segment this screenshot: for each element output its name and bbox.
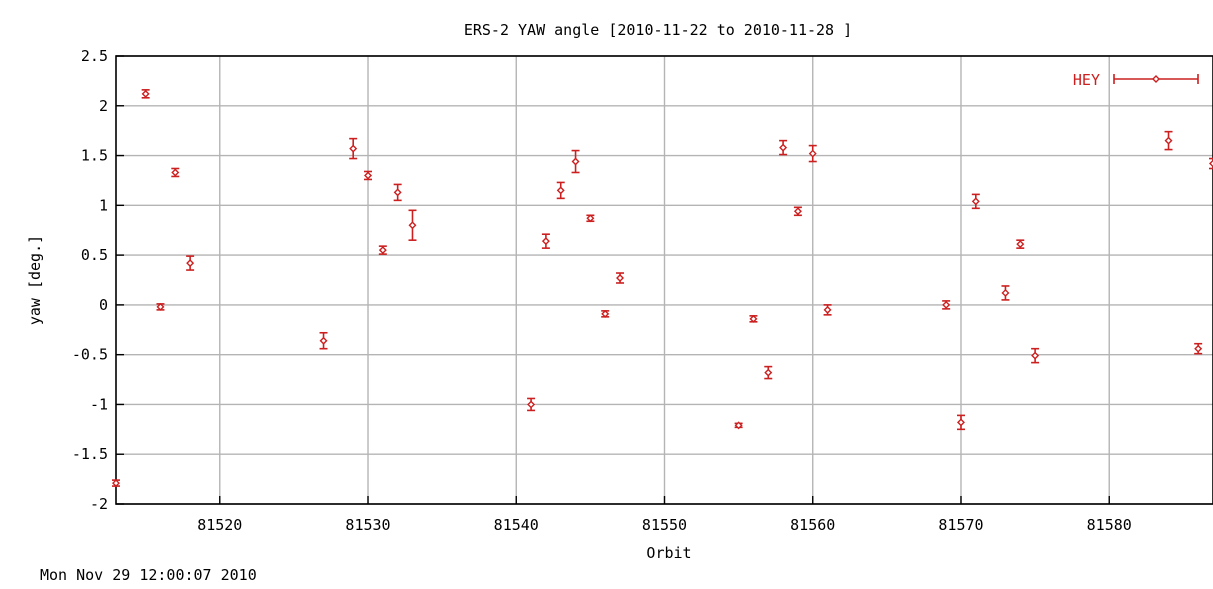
point-marker bbox=[956, 418, 965, 427]
data-point bbox=[734, 421, 743, 430]
point-marker bbox=[378, 246, 387, 255]
data-point bbox=[1031, 347, 1040, 364]
data-point bbox=[764, 365, 773, 380]
data-point bbox=[556, 181, 565, 200]
point-marker bbox=[971, 197, 980, 206]
point-marker bbox=[808, 149, 817, 158]
point-marker bbox=[1001, 288, 1010, 297]
x-tick-label: 81530 bbox=[345, 516, 390, 534]
y-axis-ticks: 2.5 2 1.5 1 0.5 0 -0.5 -1 -1.5 -2 bbox=[72, 47, 124, 513]
point-marker bbox=[171, 168, 180, 177]
data-point bbox=[349, 137, 358, 160]
data-point bbox=[1164, 130, 1173, 151]
point-marker bbox=[586, 214, 595, 223]
data-point bbox=[156, 302, 165, 311]
y-tick-label: -0.5 bbox=[72, 346, 108, 364]
x-tick-label: 81520 bbox=[197, 516, 242, 534]
data-point bbox=[541, 233, 550, 249]
y-tick-label: 2 bbox=[99, 97, 108, 115]
point-marker bbox=[1031, 351, 1040, 360]
data-point bbox=[378, 245, 387, 255]
point-marker bbox=[319, 336, 328, 345]
data-point bbox=[616, 272, 625, 284]
point-marker bbox=[112, 479, 120, 488]
y-tick-label: -1 bbox=[90, 395, 108, 413]
point-marker bbox=[556, 186, 565, 195]
point-marker bbox=[616, 274, 625, 282]
data-point bbox=[186, 255, 195, 271]
x-tick-label: 81550 bbox=[642, 516, 687, 534]
data-point bbox=[527, 397, 536, 412]
data-point bbox=[942, 300, 951, 310]
data-point bbox=[171, 167, 180, 178]
data-point bbox=[749, 314, 758, 323]
y-tick-label: -1.5 bbox=[72, 445, 108, 463]
point-marker bbox=[349, 144, 358, 153]
legend: HEY bbox=[1073, 71, 1199, 89]
point-marker bbox=[186, 259, 195, 268]
data-point bbox=[823, 304, 832, 316]
data-point bbox=[601, 309, 610, 318]
data-point bbox=[364, 170, 373, 181]
data-point bbox=[141, 89, 150, 99]
data-point bbox=[808, 144, 817, 163]
data-point bbox=[793, 206, 802, 217]
point-marker bbox=[942, 300, 951, 309]
data-point bbox=[779, 139, 788, 156]
point-marker bbox=[408, 221, 417, 230]
data-point bbox=[586, 214, 595, 223]
y-tick-label: 2.5 bbox=[81, 47, 108, 65]
point-marker bbox=[823, 305, 832, 314]
data-point bbox=[1016, 239, 1025, 249]
y-tick-label: 1 bbox=[99, 196, 108, 214]
x-axis-label: Orbit bbox=[646, 544, 691, 562]
point-marker bbox=[393, 188, 402, 197]
point-marker bbox=[571, 157, 580, 166]
y-tick-label: -2 bbox=[90, 495, 108, 513]
data-point bbox=[408, 209, 417, 241]
grid bbox=[116, 55, 1213, 505]
data-point bbox=[112, 479, 120, 488]
y-tick-label: 0.5 bbox=[81, 246, 108, 264]
data-points bbox=[112, 89, 1213, 488]
data-point bbox=[1194, 342, 1203, 355]
y-tick-label: 0 bbox=[99, 296, 108, 314]
x-tick-label: 81560 bbox=[790, 516, 835, 534]
data-point bbox=[956, 414, 965, 431]
point-marker bbox=[793, 207, 802, 216]
timestamp-footer: Mon Nov 29 12:00:07 2010 bbox=[40, 566, 257, 584]
y-tick-label: 1.5 bbox=[81, 147, 108, 165]
y-axis-label: yaw [deg.] bbox=[26, 235, 44, 325]
point-marker bbox=[601, 309, 610, 318]
point-marker bbox=[734, 421, 743, 430]
data-point bbox=[319, 331, 328, 350]
x-tick-label: 81570 bbox=[938, 516, 983, 534]
point-marker bbox=[749, 314, 758, 323]
point-marker bbox=[1209, 159, 1213, 168]
point-marker bbox=[1194, 344, 1203, 353]
point-marker bbox=[156, 302, 165, 311]
point-marker bbox=[527, 400, 536, 409]
point-marker bbox=[1164, 136, 1173, 145]
point-marker bbox=[541, 237, 550, 246]
point-marker bbox=[764, 368, 773, 377]
data-point bbox=[571, 149, 580, 174]
x-axis-ticks: 81520 81530 81540 81550 81560 81570 81580 bbox=[197, 496, 1132, 534]
point-marker bbox=[1016, 240, 1025, 249]
data-point bbox=[393, 183, 402, 202]
point-marker bbox=[141, 89, 150, 98]
point-marker bbox=[364, 171, 373, 180]
chart-title: ERS-2 YAW angle [2010-11-22 to 2010-11-2… bbox=[464, 21, 852, 39]
data-point bbox=[971, 193, 980, 210]
legend-marker bbox=[1152, 75, 1160, 83]
x-tick-label: 81580 bbox=[1087, 516, 1132, 534]
data-point bbox=[1001, 285, 1010, 301]
data-point bbox=[1209, 157, 1213, 170]
x-tick-label: 81540 bbox=[494, 516, 539, 534]
legend-label: HEY bbox=[1073, 71, 1100, 89]
point-marker bbox=[779, 143, 788, 152]
